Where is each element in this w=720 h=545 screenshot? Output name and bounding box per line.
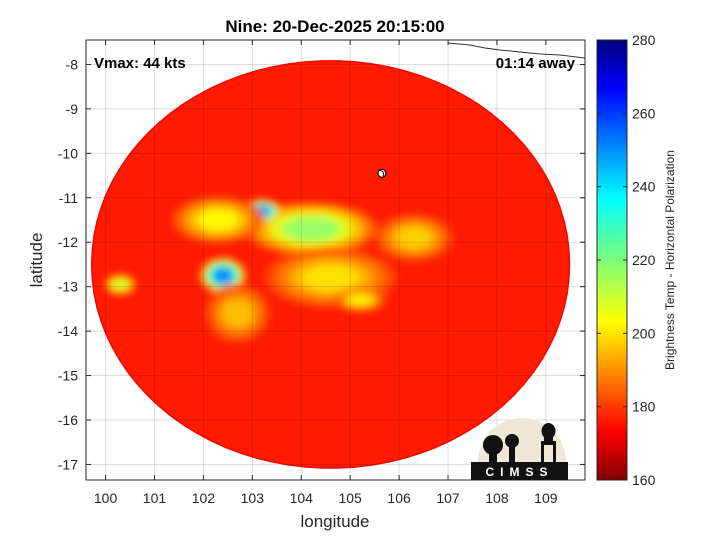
colorbar-gradient — [596, 39, 628, 481]
cimss-logo: CIMSS — [471, 418, 568, 480]
time-away-annotation: 01:14 away — [496, 55, 576, 72]
colorbar-tick-label: 280 — [632, 32, 656, 48]
x-tick-label: 107 — [436, 490, 460, 506]
colorbar-tick-label: 240 — [632, 179, 656, 195]
colorbar-tick-label: 260 — [632, 105, 656, 121]
colorbar-label: Brightness Temp - Horizontal Polarizatio… — [663, 150, 677, 370]
coastline — [447, 42, 586, 59]
convection-cell-7 — [374, 213, 454, 262]
convection-cell-9 — [204, 283, 271, 344]
x-tick-label: 105 — [338, 490, 362, 506]
y-tick-label: -11 — [59, 190, 78, 206]
storm-center-icon — [377, 168, 387, 178]
colorbar-tick-label: 180 — [632, 399, 656, 415]
colorbar-tick-label: 160 — [632, 472, 656, 488]
y-tick-label: -15 — [58, 368, 78, 384]
y-axis-ticks: -8 -9 -10 -11 -12 -13 -14 -15 -16 -17 — [58, 56, 585, 472]
x-tick-label: 100 — [94, 490, 118, 506]
y-tick-label: -9 — [66, 101, 79, 117]
y-tick-label: -17 — [58, 456, 78, 472]
y-tick-label: -13 — [58, 279, 78, 295]
x-tick-label: 103 — [241, 490, 265, 506]
plot-frame — [85, 39, 586, 481]
y-tick-label: -16 — [58, 412, 78, 428]
plot-area — [85, 39, 586, 481]
x-tick-label: 108 — [485, 490, 509, 506]
y-tick-label: -12 — [58, 234, 78, 250]
colorbar: 160 180 200 220 240 260 280 Brightness Temp - … — [596, 32, 677, 488]
x-tick-label: 101 — [143, 490, 167, 506]
convection-cell-8 — [103, 273, 137, 296]
logo-banner — [471, 462, 568, 480]
convection-cell-10 — [333, 288, 387, 312]
x-axis-ticks: 100 101 102 103 104 105 106 107 108 109 — [94, 40, 558, 506]
y-tick-label: -8 — [66, 56, 79, 72]
convection-cell-5 — [171, 196, 265, 244]
x-tick-label: 104 — [290, 490, 314, 506]
y-tick-label: -14 — [58, 323, 78, 339]
swath-layer — [90, 60, 571, 469]
grid-lines — [86, 40, 585, 480]
colorbar-ticks: 160 180 200 220 240 260 280 — [597, 32, 656, 488]
x-axis-label: longitude — [300, 512, 369, 531]
colorbar-tick-label: 200 — [632, 325, 656, 341]
y-tick-label: -10 — [58, 145, 78, 161]
x-tick-label: 109 — [534, 490, 558, 506]
chart-title: Nine: 20-Dec-2025 20:15:00 — [225, 17, 444, 36]
x-tick-label: 102 — [192, 490, 216, 506]
logo-text: CIMSS — [485, 465, 553, 479]
y-axis-label: latitude — [27, 233, 46, 288]
colorbar-tick-label: 220 — [632, 252, 656, 268]
x-tick-label: 106 — [387, 490, 411, 506]
vmax-annotation: Vmax: 44 kts — [94, 55, 186, 72]
